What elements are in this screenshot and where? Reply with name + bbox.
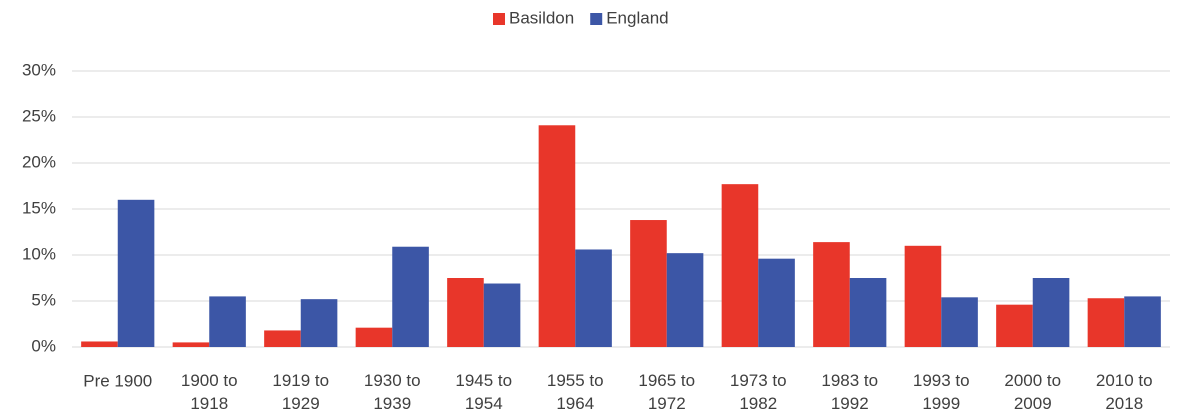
bar [209, 296, 246, 347]
x-tick-label: 2000 to 2009 [1004, 371, 1061, 413]
bar [392, 246, 429, 347]
bar [172, 342, 210, 347]
bar [1124, 296, 1161, 347]
legend-swatch [493, 13, 505, 25]
bar [758, 258, 795, 347]
bar [849, 278, 887, 347]
x-tick-label: 1955 to 1964 [547, 371, 604, 413]
bar [355, 327, 393, 347]
y-tick-label: 25% [22, 106, 56, 125]
bar [630, 220, 667, 347]
bar [117, 199, 155, 347]
bar [447, 278, 484, 347]
x-tick-label: 1965 to 1972 [638, 371, 695, 413]
bar [483, 283, 521, 347]
y-tick-label: 5% [31, 290, 56, 309]
bar [1032, 278, 1070, 347]
bar [996, 304, 1033, 347]
x-tick-label: 1983 to 1992 [821, 371, 878, 413]
bar [538, 125, 576, 347]
y-tick-label: 15% [22, 198, 56, 217]
y-tick-label: 30% [22, 60, 56, 79]
legend-label: England [606, 8, 668, 27]
y-tick-label: 0% [31, 336, 56, 355]
bar [81, 341, 118, 347]
bar [300, 299, 338, 347]
x-tick-label: 1930 to 1939 [364, 371, 421, 413]
x-tick-label: 1919 to 1929 [272, 371, 329, 413]
x-tick-label: 1900 to 1918 [181, 371, 238, 413]
bar [813, 242, 850, 347]
legend-swatch [590, 13, 603, 25]
bar [1087, 298, 1125, 347]
bar [264, 330, 301, 347]
x-tick-label: 1945 to 1954 [455, 371, 512, 413]
bar [575, 249, 612, 347]
x-tick-label: Pre 1900 [83, 371, 152, 390]
bar [666, 253, 704, 347]
legend-label: Basildon [509, 8, 574, 27]
x-tick-label: 1973 to 1982 [730, 371, 787, 413]
bar [904, 245, 942, 347]
y-tick-label: 20% [22, 152, 56, 171]
bar [721, 184, 759, 347]
y-tick-label: 10% [22, 244, 56, 263]
x-tick-label: 1993 to 1999 [913, 371, 970, 413]
x-tick-label: 2010 to 2018 [1096, 371, 1153, 413]
bar [941, 297, 978, 347]
